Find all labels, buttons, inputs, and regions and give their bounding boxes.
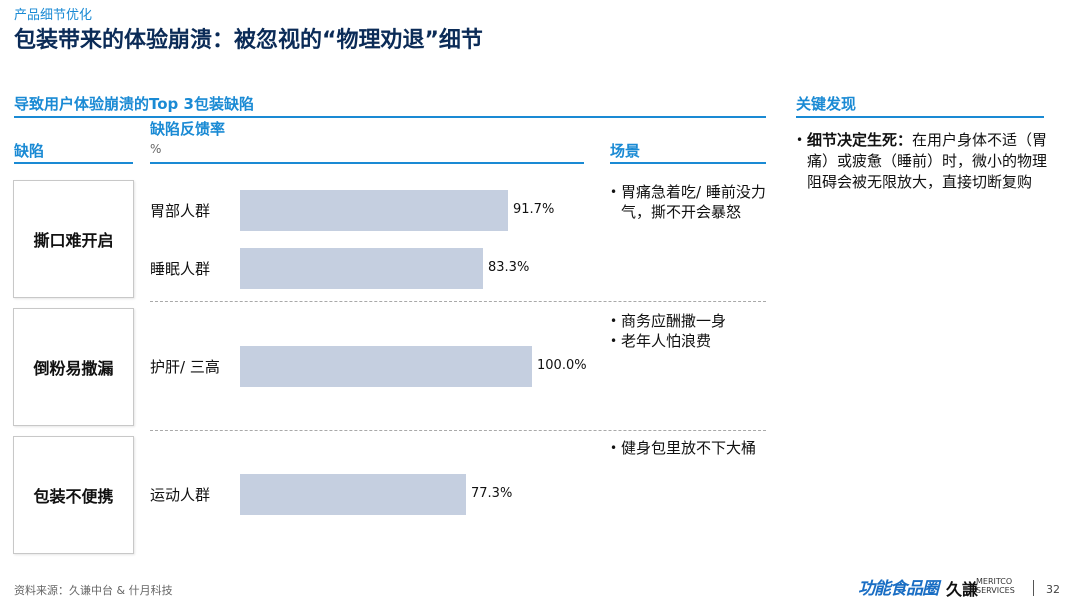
bar-value-label: 77.3% — [471, 486, 513, 501]
page-number: 32 — [1046, 583, 1060, 596]
defect-box-powder-spill: 倒粉易撒漏 — [13, 308, 134, 426]
page-title: 包装带来的体验崩溃：被忽视的“物理劝退”细节 — [14, 28, 483, 53]
footer-separator — [1033, 580, 1034, 596]
section-label: 产品细节优化 — [14, 8, 93, 23]
bar — [240, 190, 508, 231]
scenario-list: 健身包里放不下大桶 — [610, 438, 770, 458]
bar-value-label: 91.7% — [513, 202, 555, 217]
bar — [240, 248, 483, 289]
company-logo: 久謙 — [946, 580, 979, 599]
col-rate-rule — [150, 162, 584, 164]
defect-label: 撕口难开启 — [33, 231, 114, 250]
company-logo-en-line2: SERVICES — [976, 586, 1015, 595]
group-divider — [150, 430, 766, 431]
key-finding: • 细节决定生死：在用户身体不适（胃痛）或疲惫（睡前）时，微小的物理阻碍会被无限… — [796, 130, 1058, 193]
col-scene-header: 场景 — [610, 142, 641, 160]
bar-value-label: 83.3% — [488, 260, 530, 275]
chart-heading-rule — [14, 116, 766, 118]
scenario-list: 胃痛急着吃/ 睡前没力气，撕不开会暴怒 — [610, 182, 770, 222]
group-divider — [150, 301, 766, 302]
col-rate-unit: % — [150, 142, 162, 156]
brand-logo: 功能食品圈 — [858, 579, 939, 599]
bar-category-label: 胃部人群 — [150, 202, 211, 220]
chart-heading: 导致用户体验崩溃的Top 3包装缺陷 — [14, 95, 254, 113]
col-defect-rule — [14, 162, 133, 164]
bar-category-label: 护肝/ 三高 — [150, 358, 220, 376]
defect-box-not-portable: 包装不便携 — [13, 436, 134, 554]
bar-value-label: 100.0% — [537, 358, 587, 373]
col-defect-header: 缺陷 — [14, 142, 45, 160]
finding-lead: 细节决定生死： — [807, 131, 913, 149]
defect-box-tear-open: 撕口难开启 — [13, 180, 134, 298]
defect-label: 包装不便携 — [33, 487, 114, 506]
scenario-item: 健身包里放不下大桶 — [610, 438, 770, 458]
findings-heading: 关键发现 — [796, 95, 857, 113]
scenario-list: 商务应酬撒一身 老年人怕浪费 — [610, 311, 770, 351]
col-scene-rule — [610, 162, 766, 164]
bar-category-label: 运动人群 — [150, 486, 211, 504]
col-rate-header: 缺陷反馈率 — [150, 120, 226, 138]
bar — [240, 346, 532, 387]
company-logo-en: MERITCO SERVICES — [976, 577, 1015, 595]
company-logo-en-line1: MERITCO — [976, 577, 1013, 586]
bullet-icon: • — [796, 133, 804, 147]
finding-body: 在用户身体不适（胃痛）或疲惫（睡前）时，微小的物理阻碍会被无限放大，直接切断复购 — [807, 131, 1048, 191]
scenario-item: 胃痛急着吃/ 睡前没力气，撕不开会暴怒 — [610, 182, 770, 222]
scenario-item: 老年人怕浪费 — [610, 331, 770, 351]
source-note: 资料来源：久谦中台 & 什月科技 — [14, 584, 173, 597]
findings-heading-rule — [796, 116, 1044, 118]
scenario-item: 商务应酬撒一身 — [610, 311, 770, 331]
defect-label: 倒粉易撒漏 — [33, 359, 114, 378]
bar-category-label: 睡眠人群 — [150, 260, 211, 278]
bar — [240, 474, 466, 515]
